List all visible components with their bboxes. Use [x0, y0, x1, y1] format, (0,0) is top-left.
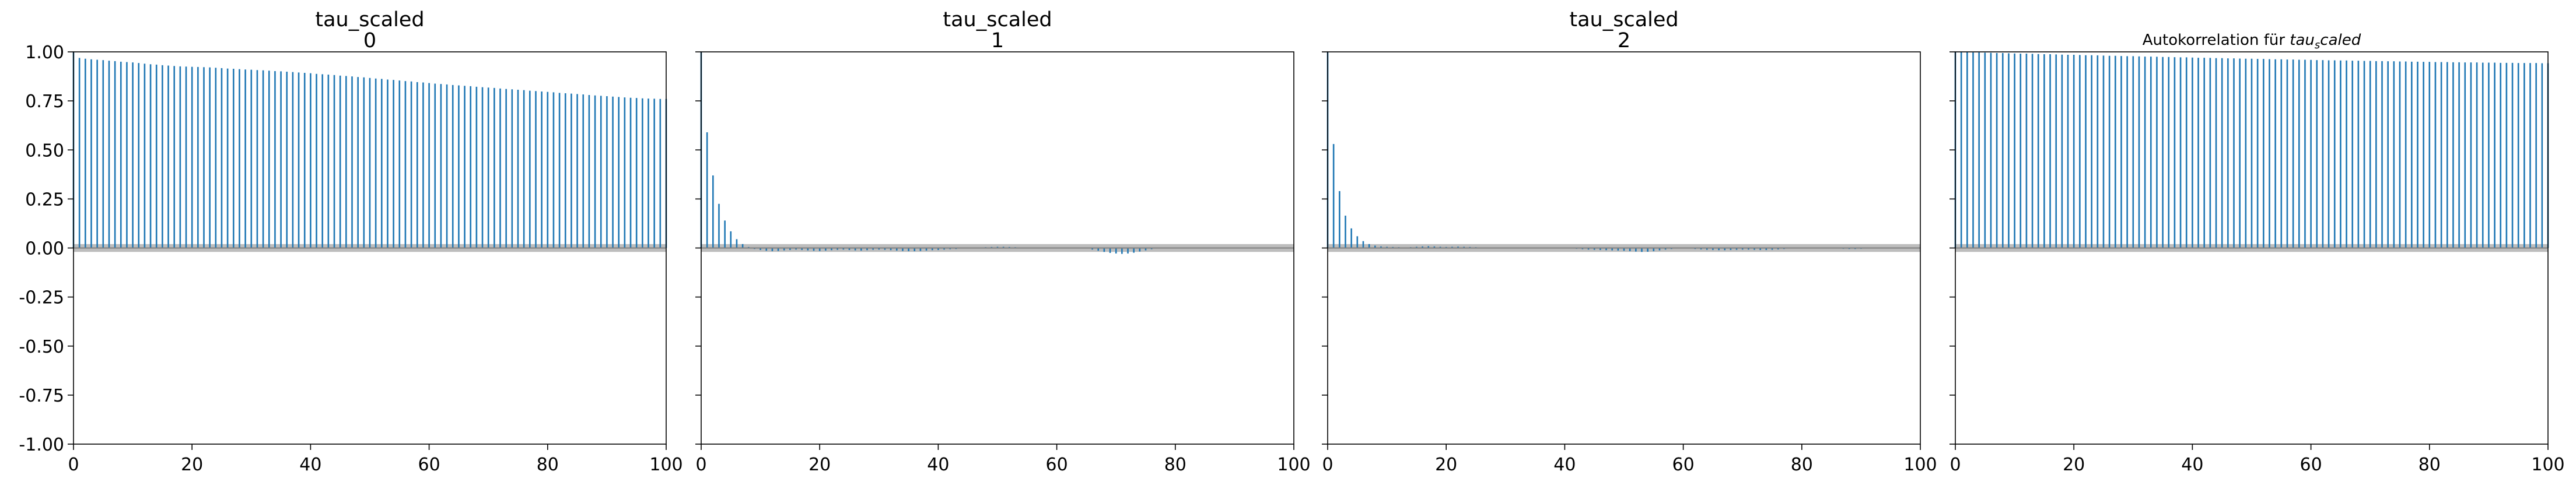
acf-panel-3: 0 20 40 60 80 100 Autokorrelation für tauscale… — [1950, 31, 2565, 475]
y-tick-label: -0.50 — [19, 337, 64, 357]
y-tick-label: 0.50 — [25, 140, 64, 161]
x-tick-label: 60 — [418, 455, 440, 475]
panel-title-variable: tau_scaled — [1569, 8, 1678, 31]
x-tick-label: 100 — [649, 455, 682, 475]
x-tick-label: 0 — [68, 455, 79, 475]
x-tick-label: 40 — [299, 455, 321, 475]
panels: 0 20 40 60 80 1001.000.750.500.250.00-0.25-0.… — [19, 8, 2564, 475]
x-tick-label: 20 — [1435, 455, 1457, 475]
x-tick-label: 0 — [1322, 455, 1333, 475]
panel-title-variable: tau_scaled — [943, 8, 1052, 31]
y-tick-label: -0.25 — [19, 288, 64, 308]
x-tick-label: 80 — [1791, 455, 1813, 475]
x-tick-label: 100 — [2531, 455, 2564, 475]
y-tick-label: 0.00 — [25, 239, 64, 259]
x-tick-label: 40 — [927, 455, 949, 475]
x-tick-label: 60 — [1046, 455, 1068, 475]
x-tick-label: 80 — [537, 455, 559, 475]
x-tick-label: 0 — [1950, 455, 1961, 475]
y-tick-label: 0.25 — [25, 189, 64, 210]
x-tick-label: 60 — [2300, 455, 2322, 475]
x-tick-label: 20 — [2063, 455, 2085, 475]
x-tick-label: 80 — [1164, 455, 1186, 475]
y-tick-label: -0.75 — [19, 386, 64, 406]
panel-title: Autokorrelation für tauscaled — [2143, 31, 2361, 51]
y-tick-label: 1.00 — [25, 43, 64, 63]
x-tick-label: 40 — [2181, 455, 2203, 475]
panel-title-variable: tau_scaled — [315, 8, 424, 31]
y-tick-label: 0.75 — [25, 92, 64, 112]
x-tick-label: 80 — [2418, 455, 2441, 475]
x-tick-label: 20 — [808, 455, 831, 475]
x-tick-label: 100 — [1903, 455, 1937, 475]
x-tick-label: 0 — [695, 455, 706, 475]
acf-panel-0: 0 20 40 60 80 100 1.00 0.75 0.50 0.25 0.00 -0.25 -0.… — [19, 8, 682, 475]
x-tick-label: 40 — [1553, 455, 1576, 475]
x-tick-label: 100 — [1277, 455, 1310, 475]
panel-title-index: 2 — [1618, 29, 1630, 52]
panel-title-index: 0 — [363, 29, 376, 52]
y-tick-label: -1.00 — [19, 435, 64, 455]
panel-title-index: 1 — [991, 29, 1004, 52]
x-tick-label: 20 — [181, 455, 203, 475]
x-tick-label: 60 — [1672, 455, 1695, 475]
